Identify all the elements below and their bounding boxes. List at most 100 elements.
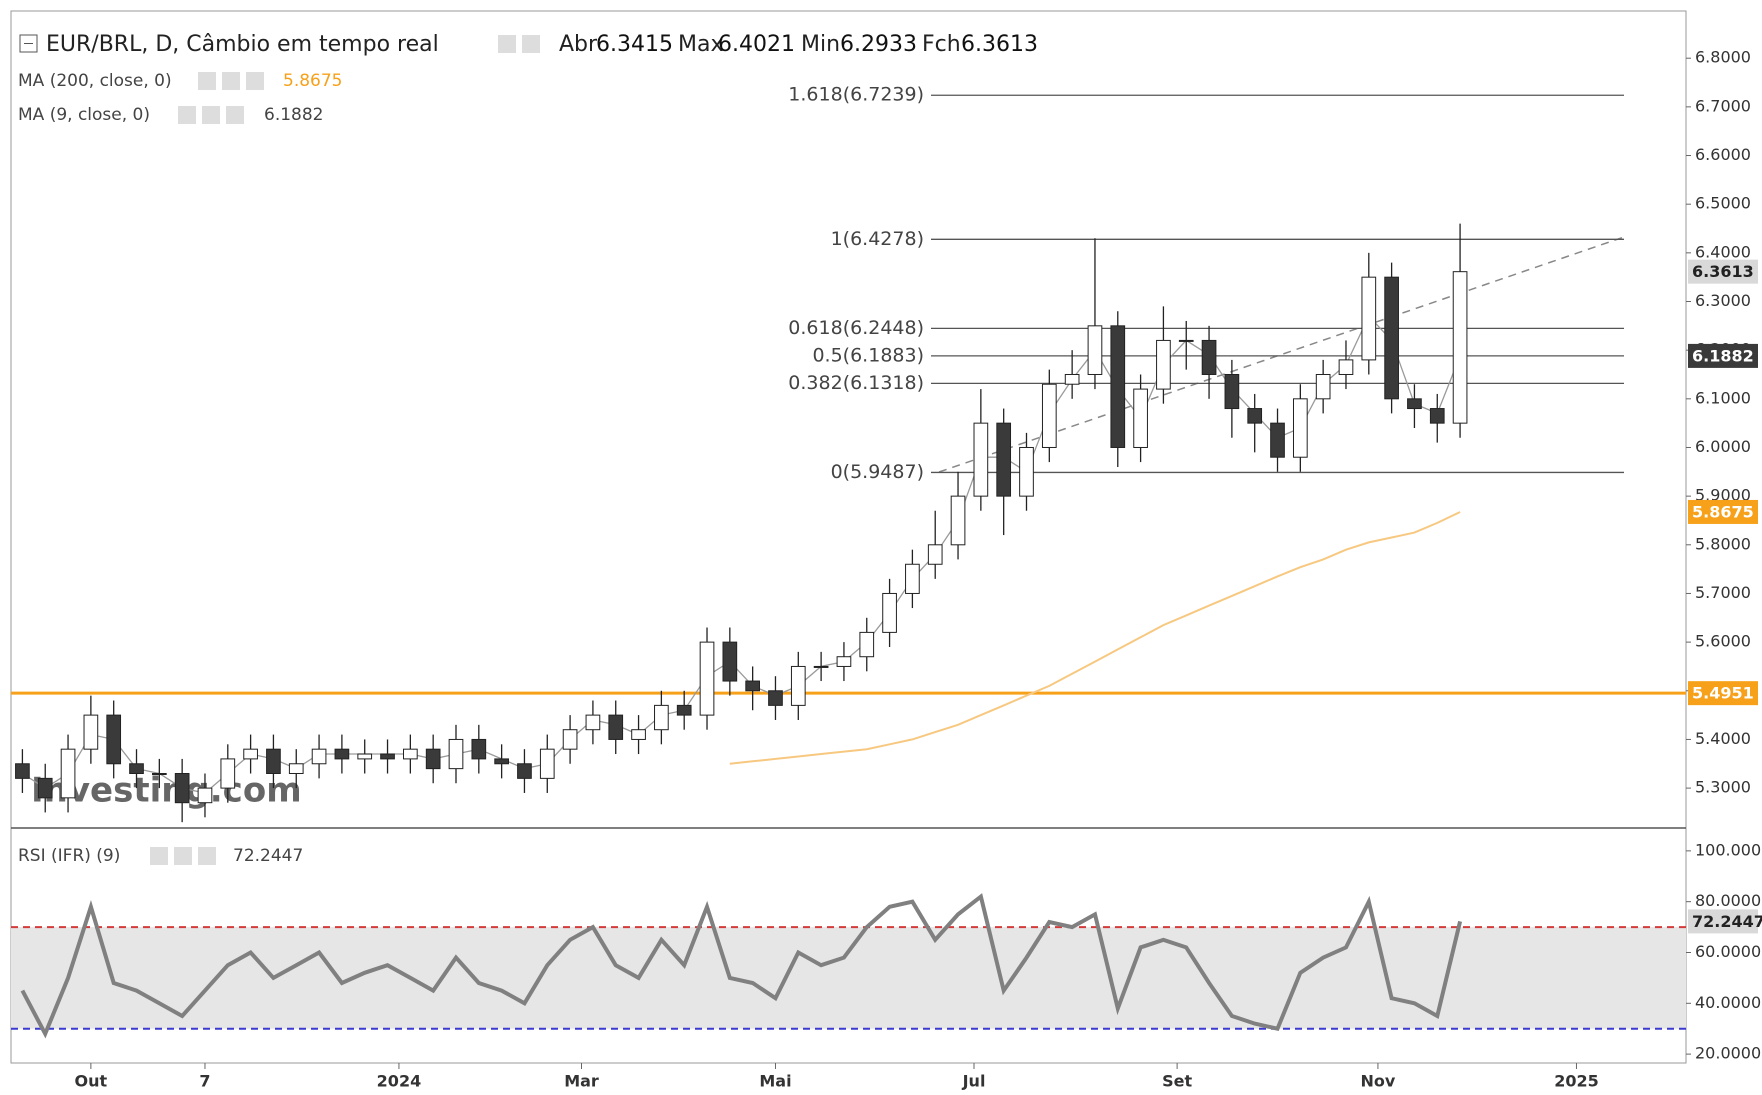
plot-frame — [10, 10, 1687, 1064]
open-value: 6.3415 — [596, 32, 673, 57]
candle-body — [768, 690, 783, 706]
rsi-badge — [1688, 909, 1758, 934]
candle-body — [1201, 339, 1217, 375]
candle-body — [1110, 325, 1126, 448]
x-tick-label: Mar — [564, 1072, 599, 1091]
candle-body — [151, 773, 167, 776]
level-badge-label: 5.4951 — [1692, 684, 1754, 703]
candle-body — [517, 763, 532, 779]
y-tick-label: 100.0000 — [1695, 840, 1762, 859]
candle-body — [1429, 408, 1445, 424]
fib-label: 0(5.9487) — [831, 461, 924, 483]
y-tick-label: 80.0000 — [1695, 891, 1761, 910]
y-tick-label: 6.3000 — [1695, 291, 1751, 310]
x-tick-label: 2024 — [377, 1072, 422, 1091]
legend-icon[interactable] — [174, 847, 192, 865]
close-label: Fch — [922, 32, 961, 57]
candle-body — [562, 729, 578, 750]
x-tick-label: Mai — [759, 1072, 791, 1091]
line — [729, 511, 1461, 765]
candle-body — [1019, 446, 1034, 497]
series-badge — [1688, 499, 1758, 524]
candle-body — [1315, 373, 1331, 400]
y-tick-label: 5.7000 — [1695, 583, 1751, 602]
legend-value: 72.2447 — [233, 846, 303, 866]
legend-value: 6.1882 — [264, 105, 323, 125]
legend-icon[interactable] — [202, 106, 220, 124]
candle-body — [129, 763, 144, 775]
fib-label: 0.5(6.1883) — [812, 344, 924, 366]
header-icon[interactable] — [522, 35, 540, 53]
header-icon[interactable] — [498, 35, 516, 53]
y-tick-label: 40.0000 — [1695, 993, 1761, 1012]
collapse-icon[interactable] — [19, 34, 38, 53]
x-tick-label: Jul — [962, 1072, 986, 1091]
candle-body — [996, 422, 1012, 497]
x-tick-label: Nov — [1361, 1072, 1396, 1091]
watermark: Investing.com — [31, 771, 302, 811]
fib-label: 1(6.4278) — [831, 228, 924, 250]
candle-body — [790, 665, 806, 706]
candle-body — [83, 714, 99, 750]
trend-line — [938, 236, 1625, 473]
close-value: 6.3613 — [961, 32, 1038, 57]
legend-icon[interactable] — [246, 72, 264, 90]
legend-icon[interactable] — [150, 847, 168, 865]
candle-body — [174, 773, 190, 804]
candle-body — [836, 656, 852, 667]
candle-body — [1270, 422, 1285, 458]
candle-body — [722, 641, 738, 682]
legend-icon[interactable] — [198, 847, 216, 865]
candle-body — [266, 748, 281, 775]
fib-label: 0.382(6.1318) — [788, 372, 924, 394]
candle-body — [1064, 373, 1080, 385]
x-tick-label: 2025 — [1554, 1072, 1599, 1091]
y-tick-label: 5.4000 — [1695, 729, 1751, 748]
legend-icon[interactable] — [222, 72, 240, 90]
y-tick-label: 6.6000 — [1695, 145, 1751, 164]
x-tick-label: 7 — [199, 1072, 210, 1091]
y-tick-label: 5.3000 — [1695, 778, 1751, 797]
high-value: 6.4021 — [718, 32, 795, 57]
y-tick-label: 6.8000 — [1695, 48, 1751, 67]
candle-body — [1247, 408, 1263, 424]
candle-body — [220, 758, 236, 789]
candle-body — [243, 748, 258, 760]
candle-body — [471, 738, 487, 760]
candle-body — [1133, 388, 1148, 448]
candle-body — [699, 641, 715, 716]
candle-body — [448, 738, 464, 770]
legend-icon[interactable] — [226, 106, 244, 124]
line — [20, 893, 1463, 1039]
high-label: Max — [678, 32, 723, 57]
candle-body — [539, 748, 555, 779]
candle-body — [494, 758, 509, 765]
candle-body — [813, 665, 829, 668]
candle-body — [37, 777, 53, 799]
fib-label: 1.618(6.7239) — [788, 84, 924, 106]
y-tick-label: 6.1000 — [1695, 388, 1751, 407]
candle-body — [380, 753, 395, 760]
candle-body — [1087, 325, 1103, 375]
y-tick-label: 5.6000 — [1695, 632, 1751, 651]
y-tick-label: 6.7000 — [1695, 96, 1751, 115]
low-label: Min — [801, 32, 840, 57]
candle-body — [676, 704, 692, 716]
y-tick-label: 60.0000 — [1695, 942, 1761, 961]
legend-entry: RSI (IFR) (9) — [18, 846, 120, 866]
y-tick-label: 20.0000 — [1695, 1044, 1761, 1063]
candle-body — [973, 422, 989, 497]
candle-body — [631, 729, 646, 740]
legend-icon[interactable] — [198, 72, 216, 90]
legend-entry: MA (9, close, 0) — [18, 105, 150, 125]
candle-body — [288, 763, 304, 775]
rsi-badge-label: 72.2447 — [1692, 912, 1762, 931]
legend-value: 5.8675 — [283, 71, 342, 91]
y-tick-label: 6.5000 — [1695, 194, 1751, 213]
legend-icon[interactable] — [178, 106, 196, 124]
y-tick-label: 5.9000 — [1695, 486, 1751, 505]
candle-body — [905, 563, 920, 594]
candle-body — [1224, 373, 1240, 410]
fib-label: 0.618(6.2448) — [788, 317, 924, 339]
candle-body — [745, 680, 761, 692]
